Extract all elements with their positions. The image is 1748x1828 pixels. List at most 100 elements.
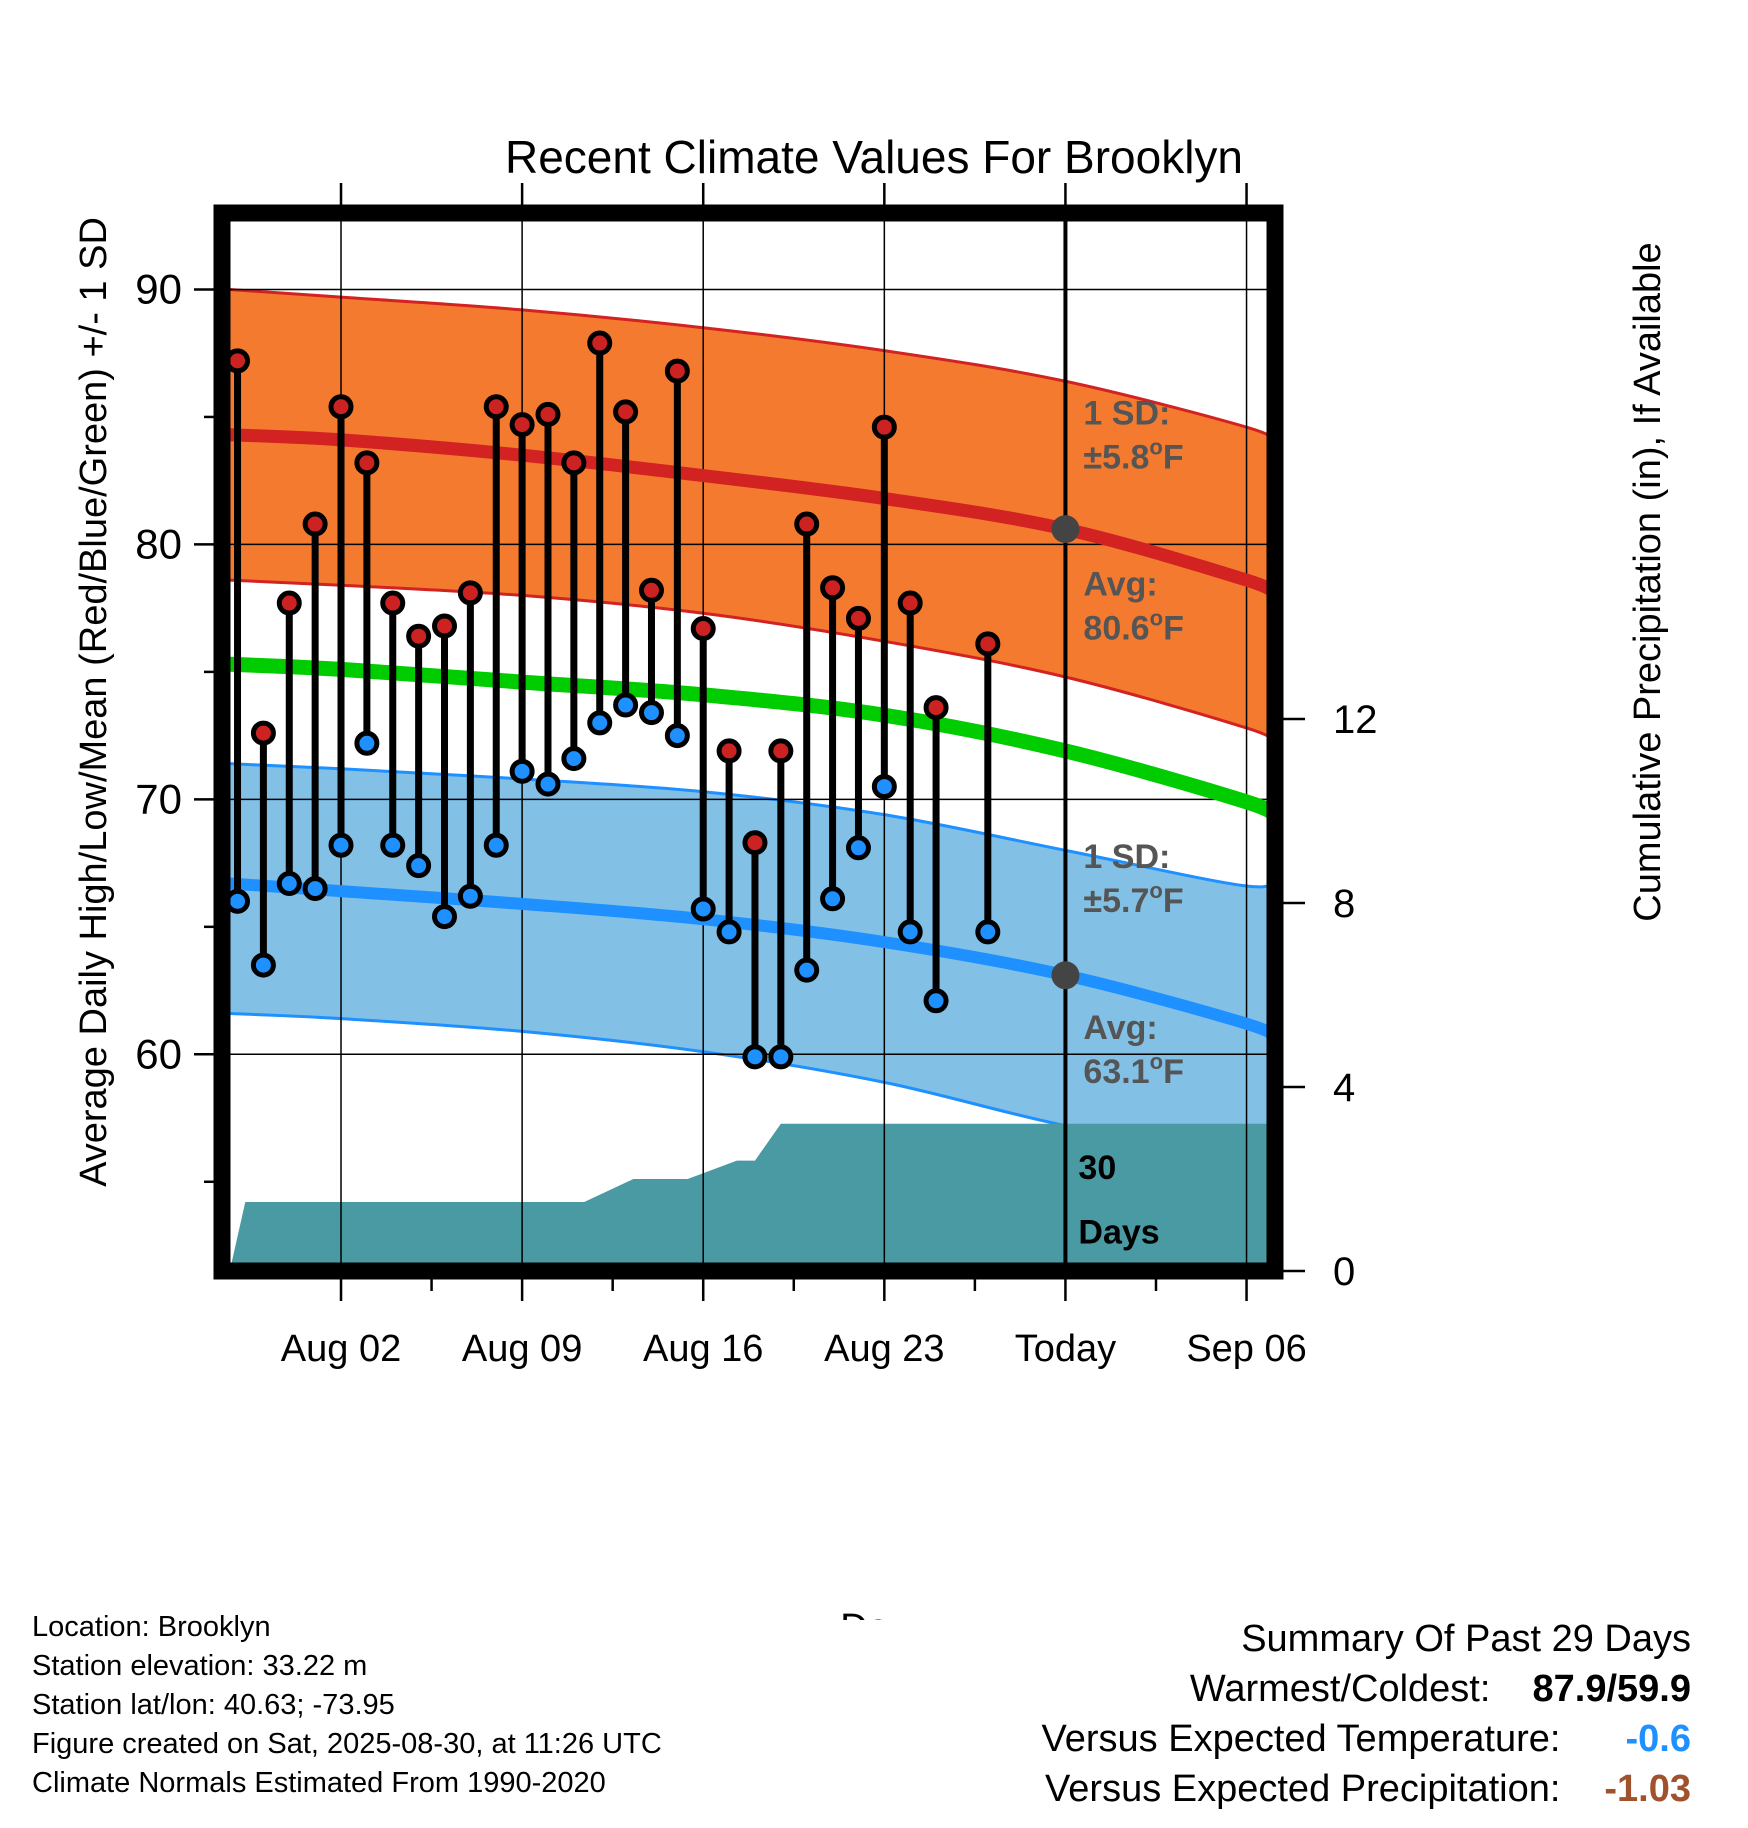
low-point bbox=[432, 904, 458, 930]
high-point bbox=[897, 590, 923, 616]
high-band-upper-edge bbox=[229, 287, 1275, 444]
high-band-lower-edge bbox=[229, 578, 1275, 745]
low-avg-annotation-value: 63.1oF bbox=[1083, 1049, 1183, 1091]
x-tick-label: Sep 06 bbox=[1186, 1328, 1306, 1370]
summary-warmest-row: Warmest/Coldest: 87.9/59.9 bbox=[1042, 1664, 1691, 1714]
low-point bbox=[897, 919, 923, 945]
station-info: Location: Brooklyn Station elevation: 33… bbox=[32, 1608, 662, 1803]
low-point bbox=[483, 832, 509, 858]
today-low-marker bbox=[1051, 961, 1080, 990]
y-axis-label: Average Daily High/Low/Mean (Red/Blue/Gr… bbox=[73, 217, 115, 1187]
low-point bbox=[587, 710, 613, 736]
high-sd-annotation-label: 1 SD: bbox=[1083, 395, 1170, 433]
y2-tick-label: 0 bbox=[1333, 1250, 1355, 1294]
high-point bbox=[845, 605, 871, 631]
low-point bbox=[354, 730, 380, 756]
plot-frame bbox=[213, 204, 1284, 1280]
warmest-value: 87.9/59.9 bbox=[1532, 1668, 1691, 1710]
y2-tick-label: 4 bbox=[1333, 1066, 1355, 1110]
x-tick-label: Today bbox=[1015, 1328, 1116, 1370]
low-point bbox=[302, 876, 328, 902]
high-point bbox=[457, 580, 483, 606]
high-point bbox=[664, 358, 690, 384]
days-window-label: Days bbox=[1078, 1213, 1159, 1251]
high-point bbox=[975, 631, 1001, 657]
low-point bbox=[328, 832, 354, 858]
low-point bbox=[613, 692, 639, 718]
low-point bbox=[225, 888, 251, 914]
low-avg-annotation-label: Avg: bbox=[1083, 1009, 1157, 1047]
low-point bbox=[276, 870, 302, 896]
high-point bbox=[250, 720, 276, 746]
low-point bbox=[820, 886, 846, 912]
low-point bbox=[250, 952, 276, 978]
y-tick-label: 80 bbox=[135, 520, 182, 567]
chart-title: Recent Climate Values For Brooklyn bbox=[505, 131, 1243, 183]
high-point bbox=[794, 511, 820, 537]
y2-tick-label: 8 bbox=[1333, 882, 1355, 926]
precip-value: -1.03 bbox=[1604, 1768, 1691, 1810]
high-point bbox=[354, 450, 380, 476]
avg-mean-line bbox=[229, 656, 1275, 824]
high-point bbox=[406, 623, 432, 649]
avg-low-line bbox=[229, 877, 1275, 1045]
high-point bbox=[535, 401, 561, 427]
high-point bbox=[638, 577, 664, 603]
summary-temp-row: Versus Expected Temperature: -0.6 bbox=[1042, 1714, 1691, 1764]
low-point bbox=[406, 853, 432, 879]
y-tick-label: 90 bbox=[135, 265, 182, 312]
high-point bbox=[587, 330, 613, 356]
low-point bbox=[690, 896, 716, 922]
high-point bbox=[923, 695, 949, 721]
low-point bbox=[768, 1044, 794, 1070]
high-point bbox=[690, 616, 716, 642]
y2-tick-label: 12 bbox=[1333, 698, 1378, 742]
low-point bbox=[742, 1044, 768, 1070]
low-point bbox=[380, 832, 406, 858]
y2-axis-label: Cumulative Precipitation (in), If Availa… bbox=[1627, 242, 1669, 921]
low-point bbox=[509, 758, 535, 784]
high-point bbox=[871, 414, 897, 440]
high-point bbox=[509, 412, 535, 438]
latlon-text: Station lat/lon: 40.63; -73.95 bbox=[32, 1689, 395, 1721]
high-point bbox=[742, 830, 768, 856]
low-point bbox=[664, 723, 690, 749]
summary-precip-row: Versus Expected Precipitation: -1.03 bbox=[1042, 1764, 1691, 1814]
low-point bbox=[794, 957, 820, 983]
summary-heading: Summary Of Past 29 Days bbox=[1241, 1618, 1691, 1660]
low-point bbox=[535, 771, 561, 797]
low-point bbox=[457, 883, 483, 909]
precip-label: Versus Expected Precipitation: bbox=[1045, 1768, 1561, 1810]
low-point bbox=[561, 746, 587, 772]
low-point bbox=[975, 919, 1001, 945]
x-tick-label: Aug 23 bbox=[824, 1328, 944, 1370]
high-point bbox=[302, 511, 328, 537]
high-point bbox=[225, 348, 251, 374]
high-point bbox=[768, 738, 794, 764]
low-point bbox=[716, 919, 742, 945]
high-point bbox=[328, 394, 354, 420]
precip-area bbox=[229, 1123, 1275, 1271]
low-point bbox=[923, 988, 949, 1014]
days-window-number: 30 bbox=[1078, 1149, 1116, 1187]
x-axis-label: Day bbox=[840, 1607, 908, 1620]
x-tick-label: Aug 16 bbox=[643, 1328, 763, 1370]
x-tick-label: Aug 02 bbox=[281, 1328, 401, 1370]
high-point bbox=[561, 450, 587, 476]
high-point bbox=[820, 575, 846, 601]
temp-value: -0.6 bbox=[1625, 1718, 1691, 1760]
y-tick-label: 60 bbox=[135, 1030, 182, 1077]
low-point bbox=[638, 700, 664, 726]
y-tick-label: 70 bbox=[135, 775, 182, 822]
high-point bbox=[613, 399, 639, 425]
elevation-text: Station elevation: 33.22 m bbox=[32, 1650, 368, 1682]
high-point bbox=[432, 613, 458, 639]
high-point bbox=[483, 394, 509, 420]
warmest-label: Warmest/Coldest: bbox=[1189, 1668, 1491, 1710]
high-sd-annotation-value: ±5.8oF bbox=[1083, 435, 1183, 477]
created-text: Figure created on Sat, 2025-08-30, at 11… bbox=[32, 1728, 662, 1760]
low-sd-annotation-value: ±5.7oF bbox=[1083, 878, 1183, 920]
high-point bbox=[380, 590, 406, 616]
